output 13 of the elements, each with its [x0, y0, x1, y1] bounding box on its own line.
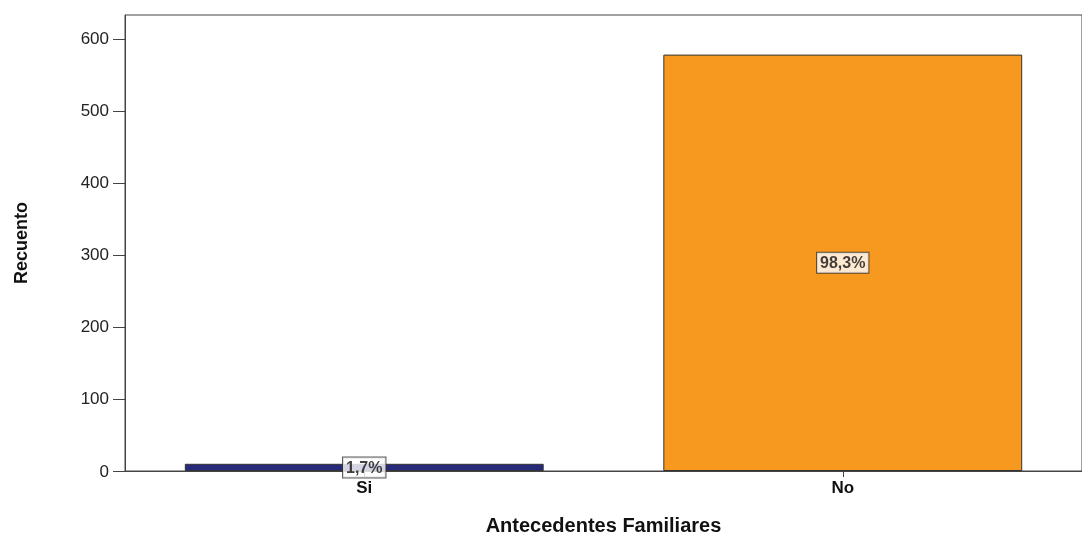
- x-tick-label: No: [831, 478, 855, 497]
- y-tick-label: 400: [80, 173, 109, 193]
- y-axis-title: Recuento: [11, 201, 31, 285]
- y-tick-label: 500: [80, 101, 109, 121]
- y-tick-label: 300: [80, 245, 109, 265]
- y-tick-label: 200: [80, 317, 109, 337]
- annotation: 1,7%: [346, 458, 383, 476]
- y-tick-label: 600: [80, 29, 109, 49]
- annotation: 98,3%: [820, 254, 866, 272]
- y-tick-label: 100: [80, 389, 109, 409]
- x-tick-label: Si: [356, 478, 373, 497]
- y-tick-label: 0: [99, 461, 109, 481]
- x-axis-title: Antecedentes Familiares: [485, 514, 722, 536]
